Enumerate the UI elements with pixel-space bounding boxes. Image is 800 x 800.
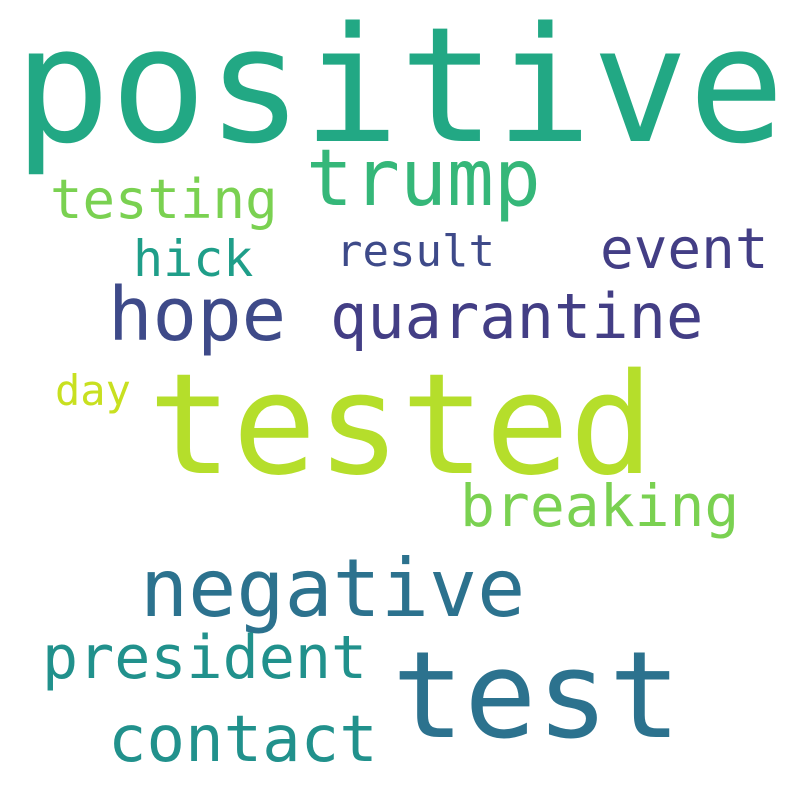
word-testing: testing <box>50 168 278 231</box>
word-result: result <box>336 226 495 277</box>
word-positive: positive <box>14 0 785 179</box>
word-contact: contact <box>108 703 378 777</box>
word-trump: trump <box>306 134 541 224</box>
word-president: president <box>42 623 368 693</box>
word-event: event <box>600 217 769 282</box>
word-hope: hope <box>108 272 287 358</box>
word-breaking: breaking <box>460 472 740 540</box>
word-quarantine: quarantine <box>330 280 704 353</box>
word-day: day <box>55 366 131 415</box>
word-hick: hick <box>133 230 254 288</box>
word-negative: negative <box>140 542 526 635</box>
word-test: test <box>392 627 681 766</box>
word-tested: tested <box>148 344 654 507</box>
